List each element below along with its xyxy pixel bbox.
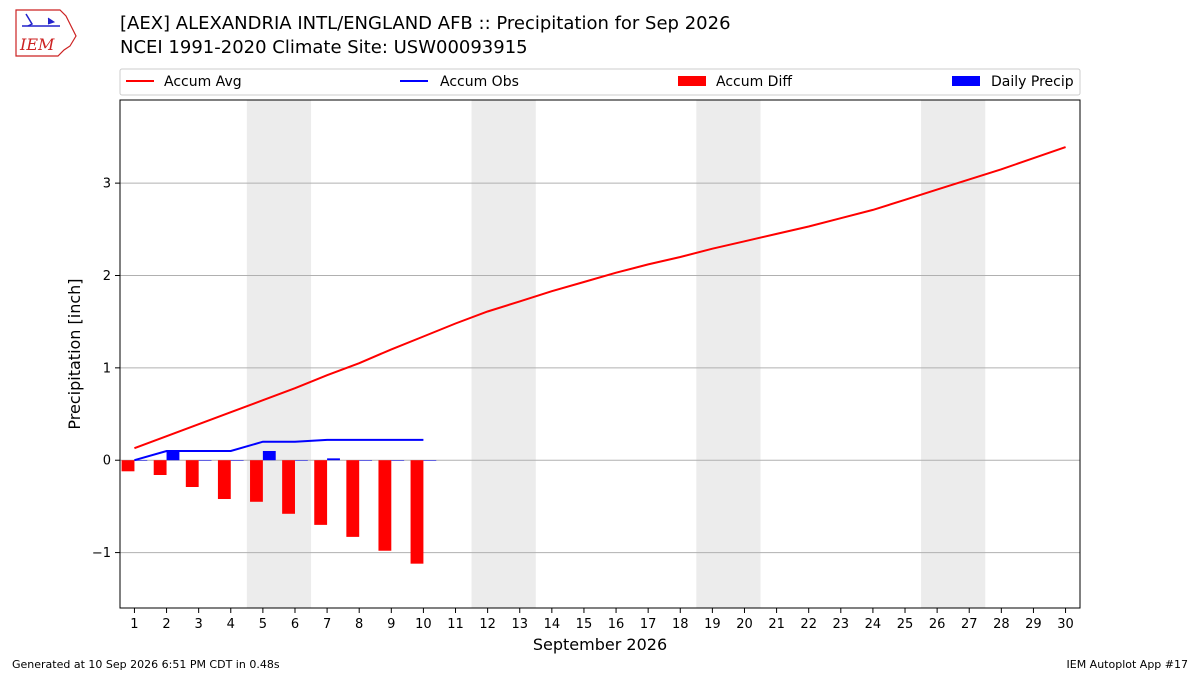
y-tick-label: 1 — [103, 361, 111, 376]
daily-precip-bar — [423, 460, 437, 461]
bar-series — [121, 450, 437, 564]
daily-precip-bar — [198, 460, 212, 461]
iem-logo-graphic: IEM — [15, 9, 77, 57]
x-tick-label: 22 — [800, 617, 817, 632]
legend-label: Accum Obs — [440, 74, 519, 90]
x-axis-label: September 2026 — [533, 635, 667, 654]
x-tick-label: 28 — [993, 617, 1010, 632]
x-tick-label: 26 — [929, 617, 946, 632]
accum-diff-bar — [410, 460, 424, 564]
x-tick-label: 18 — [672, 617, 689, 632]
x-tick-label: 5 — [259, 617, 267, 632]
accum-diff-bar — [314, 460, 328, 525]
x-tick-label: 14 — [544, 617, 561, 632]
accum-diff-bar — [346, 460, 360, 537]
chart-title: [AEX] ALEXANDRIA INTL/ENGLAND AFB :: Pre… — [120, 13, 731, 34]
x-tick-label: 8 — [355, 617, 363, 632]
legend-swatch-patch — [678, 76, 706, 86]
x-tick-label: 27 — [961, 617, 978, 632]
accum-diff-bar — [250, 460, 263, 502]
daily-precip-bar — [327, 458, 340, 461]
legend-label: Accum Diff — [716, 74, 792, 90]
x-tick-label: 20 — [736, 617, 753, 632]
x-tick-label: 4 — [227, 617, 235, 632]
weekend-band — [696, 100, 761, 608]
daily-precip-bar — [294, 460, 308, 461]
generated-timestamp: Generated at 10 Sep 2026 6:51 PM CDT in … — [12, 658, 280, 671]
x-tick-label: 2 — [162, 617, 170, 632]
x-tick-label: 3 — [195, 617, 203, 632]
x-tick-label: 25 — [897, 617, 914, 632]
legend-box — [119, 68, 1081, 96]
legend-swatch-patch — [952, 76, 980, 86]
x-tick-label: 9 — [387, 617, 395, 632]
accum-avg-line — [134, 146, 1066, 450]
x-tick-label: 24 — [865, 617, 882, 632]
y-tick-label: 2 — [103, 269, 111, 284]
y-axis-label: Precipitation [inch] — [65, 278, 84, 429]
weekend-bands — [246, 100, 986, 608]
y-tick-label: −1 — [92, 546, 111, 561]
x-tick-label: 17 — [640, 617, 657, 632]
x-tick-label: 16 — [608, 617, 625, 632]
x-tick-label: 1 — [130, 617, 138, 632]
legend-label: Accum Avg — [164, 74, 242, 90]
x-tick-label: 7 — [323, 617, 331, 632]
plot-frame — [119, 99, 1081, 609]
legend: Accum Avg Accum Obs Accum Diff Daily Precip — [119, 68, 1081, 96]
accum-diff-bar — [217, 460, 231, 500]
accum-diff-bar — [121, 460, 135, 472]
chart-subtitle: NCEI 1991-2020 Climate Site: USW00093915 — [120, 37, 528, 58]
x-tick-label: 10 — [415, 617, 432, 632]
x-tick-label: 13 — [511, 617, 528, 632]
x-tick-label: 19 — [704, 617, 721, 632]
accum-diff-bar — [153, 460, 167, 475]
daily-precip-bar — [134, 460, 148, 461]
weekend-band — [246, 100, 312, 608]
line-series — [134, 146, 1066, 462]
logo-text: IEM — [19, 35, 55, 54]
daily-precip-bar — [166, 450, 180, 461]
y-tick-label: 3 — [103, 177, 111, 192]
x-tick-label: 21 — [768, 617, 785, 632]
accum-diff-bar — [282, 460, 295, 514]
app-label: IEM Autoplot App #17 — [1066, 658, 1189, 671]
accum-diff-bar — [185, 460, 199, 488]
x-tick-label: 11 — [447, 617, 464, 632]
daily-precip-bar — [359, 460, 373, 461]
weekend-band — [471, 100, 536, 608]
accum-diff-bar — [378, 460, 392, 551]
grid-lines — [120, 182, 1080, 554]
x-tick-label: 6 — [291, 617, 299, 632]
daily-precip-bar — [230, 460, 244, 461]
x-tick-label: 23 — [833, 617, 850, 632]
weekend-band — [921, 100, 986, 608]
x-tick-label: 30 — [1057, 617, 1074, 632]
y-tick-label: 0 — [103, 454, 111, 469]
iem-logo: IEM — [8, 6, 80, 58]
daily-precip-bar — [262, 450, 276, 461]
daily-precip-bar — [391, 460, 405, 461]
x-tick-label: 29 — [1025, 617, 1042, 632]
x-tick-label: 15 — [576, 617, 593, 632]
legend-label: Daily Precip — [991, 74, 1074, 90]
accum-obs-line — [134, 438, 424, 462]
x-tick-label: 12 — [479, 617, 496, 632]
